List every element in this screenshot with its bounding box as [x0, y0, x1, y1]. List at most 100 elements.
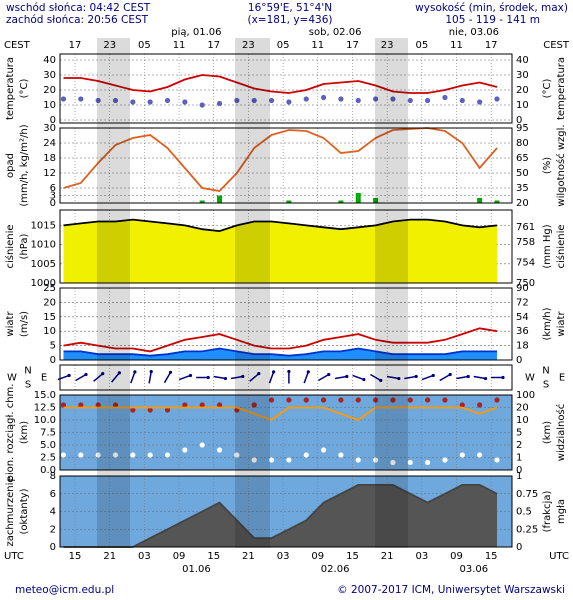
series-bar: [494, 200, 500, 203]
y-tick-label: 20: [43, 297, 56, 308]
wind-arrow-head: [206, 375, 210, 380]
y-tick-label: 25: [43, 283, 56, 294]
y-tick-label: 24: [43, 138, 56, 149]
bottom-tick-label: 03: [138, 551, 151, 562]
series-dot: [182, 402, 188, 408]
series-dot: [112, 97, 119, 104]
panel-frame: [59, 53, 513, 124]
wind-arrow: [473, 375, 486, 380]
wind-arrow: [163, 371, 172, 384]
series-dot: [268, 97, 275, 104]
series-dot: [268, 397, 275, 403]
series-dot: [60, 402, 67, 408]
bottom-unit: UTC: [4, 551, 24, 562]
bottom-tick-label: 15: [346, 551, 359, 562]
series-dot: [425, 397, 431, 403]
wind-arrow: [75, 373, 87, 382]
wind-arrow: [230, 375, 243, 380]
bottom-tick-label: 09: [311, 551, 324, 562]
y-axis-label: zachmurzenie: [5, 476, 16, 546]
y-tick-label: 15.0: [34, 390, 56, 401]
y-tick-label: 0: [50, 542, 56, 553]
series-dot: [95, 452, 101, 458]
y-tick-label: 6: [50, 183, 56, 194]
wind-arrow: [111, 372, 120, 383]
series-bar: [355, 193, 361, 203]
wind-arrow: [213, 375, 226, 380]
series-dot: [425, 97, 431, 104]
series-dot: [60, 96, 67, 102]
series-dot: [372, 397, 379, 403]
y-tick-label: 2.5: [40, 453, 56, 464]
y2-tick-label: 65: [516, 153, 529, 164]
wind-arrow-head: [188, 373, 193, 378]
y2-axis-label: (km/h): [542, 307, 553, 340]
y2-tick-label: 18: [516, 341, 529, 352]
wind-arrow-head: [84, 372, 88, 377]
series-dot: [372, 457, 379, 463]
y2-tick-label: 5: [516, 428, 522, 439]
series-dot: [338, 397, 344, 403]
series-area: [63, 219, 498, 283]
y-axis-label: ciśnienie: [4, 224, 16, 268]
y2-tick-label: 0.25: [516, 524, 538, 535]
compass-letter: S: [25, 380, 31, 391]
series-bar: [199, 200, 205, 203]
top-tick-label: 05: [138, 40, 151, 51]
y-tick-label: 10: [43, 100, 56, 111]
y2-axis-label: (mm Hg): [542, 224, 553, 268]
series-dot: [182, 99, 188, 105]
series-dot: [251, 97, 257, 104]
series-dot: [199, 402, 205, 408]
series-dot: [355, 397, 361, 403]
y-tick-label: 1015: [31, 220, 56, 231]
bottom-tick-label: 21: [242, 551, 255, 562]
y-tick-label: 2: [50, 524, 56, 535]
y2-tick-label: 30: [516, 70, 529, 81]
y2-tick-label: 1: [516, 471, 522, 482]
y2-axis-label: ciśnienie: [555, 224, 567, 268]
y2-tick-label: 0: [516, 355, 522, 366]
series-line: [63, 347, 497, 357]
series-dot: [268, 457, 275, 463]
y-tick-label: 0.0: [40, 465, 56, 476]
y-tick-label: 18: [43, 153, 56, 164]
y2-tick-label: 72: [516, 297, 529, 308]
series-dot: [459, 97, 465, 104]
wind-arrow-head: [414, 374, 418, 379]
wind-arrow-head: [345, 374, 349, 379]
series-dot: [355, 457, 361, 463]
series-dot: [234, 97, 240, 104]
top-tick-label: 17: [346, 40, 359, 51]
y2-tick-label: 20: [516, 403, 529, 414]
wind-arrow-head: [117, 371, 121, 375]
y2-axis-label: temperatura: [556, 57, 567, 120]
series-dot: [78, 402, 84, 408]
y-tick-label: 1000: [31, 278, 56, 289]
series-line: [63, 406, 498, 422]
day-label: pią, 01.06: [171, 27, 221, 38]
series-dot: [459, 452, 465, 458]
y-tick-label: 1005: [31, 259, 56, 270]
series-dot: [338, 452, 344, 458]
series-dot: [494, 457, 500, 463]
series-dot: [355, 97, 361, 104]
wind-arrow: [404, 375, 417, 380]
top-tick-label: 23: [103, 40, 116, 51]
series-dot: [78, 96, 84, 102]
series-dot: [303, 96, 309, 102]
series-dot: [338, 96, 344, 102]
wind-arrow: [249, 373, 260, 382]
series-dot: [234, 452, 240, 458]
y2-tick-label: 100: [516, 390, 535, 401]
wind-arrow-head: [287, 369, 291, 374]
y2-tick-label: 20: [516, 198, 529, 209]
series-bar: [338, 200, 344, 203]
panel-frame: [59, 287, 513, 361]
wind-arrow-head: [306, 370, 310, 374]
series-dot: [494, 397, 500, 403]
series-dot: [320, 447, 327, 453]
series-dot: [390, 96, 396, 102]
bottom-unit: UTC: [549, 551, 569, 562]
